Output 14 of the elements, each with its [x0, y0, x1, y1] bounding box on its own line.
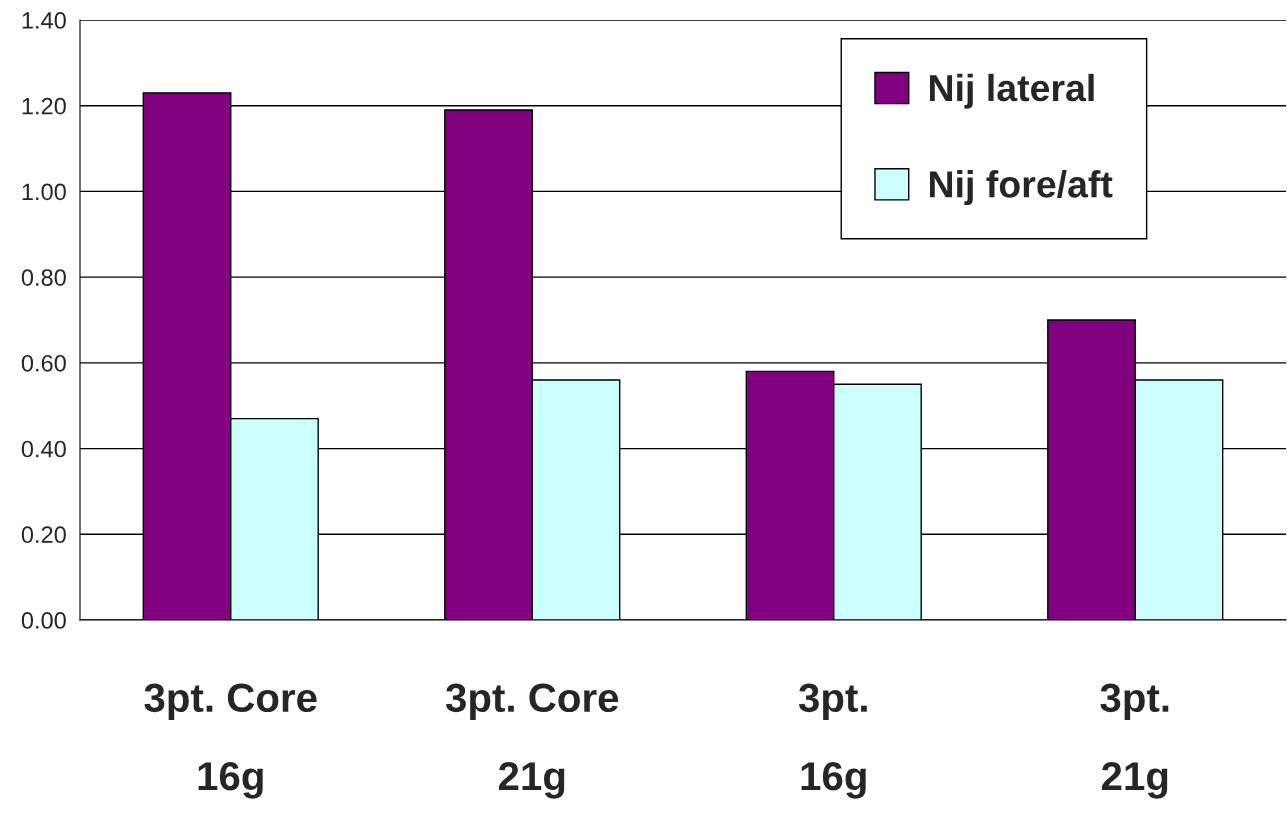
- y-tick-label: 1.00: [22, 183, 66, 201]
- x-tick-label: 3pt. Core 16g: [144, 683, 317, 799]
- y-tick-label: 1.40: [22, 12, 66, 29]
- y-tick-label: 1.20: [22, 97, 66, 115]
- legend-label: Nij fore/aft: [929, 170, 1113, 206]
- y-tick-label: 0.80: [21, 269, 66, 286]
- y-tick-label: 0.00: [21, 612, 66, 629]
- legend-label: Nij lateral: [929, 73, 1094, 109]
- x-tick-label: 3pt. 16g: [798, 683, 867, 799]
- y-tick-label: 0.60: [21, 354, 66, 372]
- y-tick-label: 0.20: [21, 526, 66, 544]
- x-tick-label: 3pt. Core 21g: [445, 683, 619, 799]
- y-tick-label: 0.40: [21, 440, 66, 458]
- x-tick-label: 3pt. 21g: [1100, 683, 1169, 799]
